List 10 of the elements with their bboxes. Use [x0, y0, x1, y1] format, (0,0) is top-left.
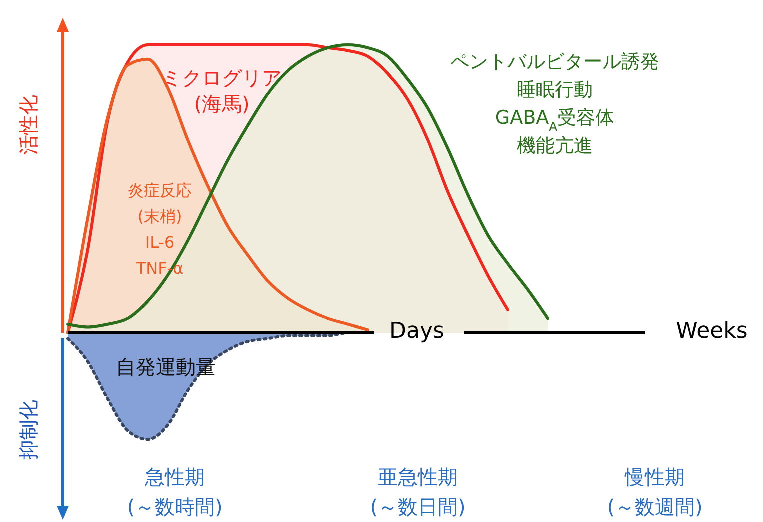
text: 亜急性期(～数日間) — [370, 465, 466, 519]
annotation: Days — [390, 319, 444, 344]
text: 活性化 — [16, 95, 40, 155]
text: 急性期(～数時間) — [127, 465, 223, 519]
annotation: Weeks — [676, 319, 748, 344]
series-label: ペントバルビタール誘発睡眠行動GABA$_{A}$受容体機能亢進 — [450, 51, 660, 157]
series-label: ミクログリア(海馬) — [162, 66, 282, 116]
text: 慢性期(～数週間) — [607, 465, 703, 519]
series-label: 自発運動量 — [116, 355, 216, 379]
text: 抑制化 — [16, 400, 40, 460]
